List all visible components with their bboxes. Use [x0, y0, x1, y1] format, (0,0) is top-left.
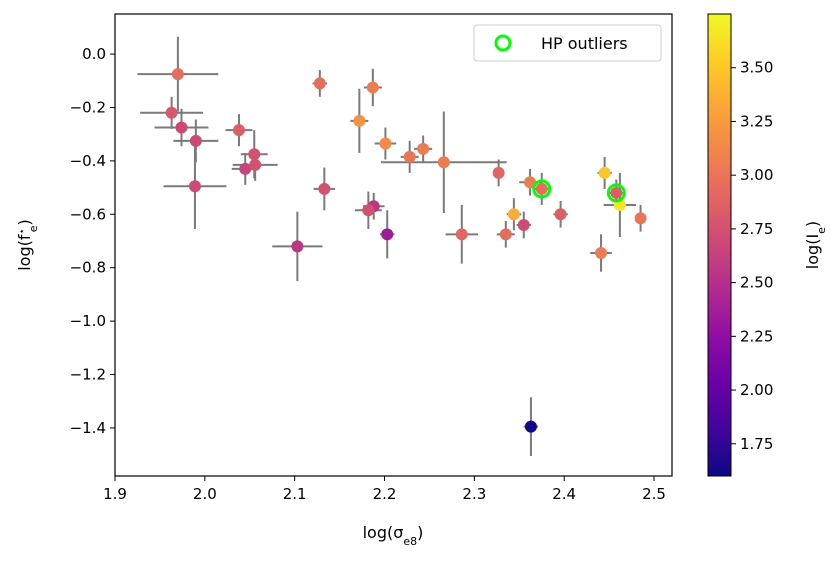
y-axis-label: log(f⋆e) [15, 219, 40, 271]
y-tick-label: −1.0 [70, 312, 106, 330]
data-point [417, 142, 430, 155]
colorbar-tick-label: 1.75 [740, 435, 773, 453]
data-point [554, 208, 567, 221]
data-point [291, 240, 304, 253]
x-axis: 1.9 2.0 2.1 2.2 2.3 2.4 2.5 [103, 476, 666, 503]
x-tick-label: 2.4 [552, 485, 576, 503]
data-point [507, 208, 520, 221]
plot-frame [114, 13, 673, 477]
data-point [171, 68, 184, 81]
data-point [455, 228, 468, 241]
data-point [517, 218, 530, 231]
colorbar-tick-label: 3.00 [740, 166, 773, 184]
colorbar-gradient [707, 13, 732, 477]
x-tick-label: 1.9 [103, 485, 127, 503]
data-point [175, 121, 188, 134]
colorbar-tick-label: 2.00 [740, 381, 773, 399]
data-point [610, 186, 623, 199]
errorbar-layer [137, 36, 646, 456]
data-point [381, 228, 394, 241]
y-axis: 0.0 −0.2 −0.4 −0.6 −0.8 −1.0 −1.2 −1.4 [70, 45, 115, 437]
data-point [188, 180, 201, 193]
data-point [499, 228, 512, 241]
colorbar: 1.75 2.00 2.25 2.50 2.75 3.00 3.25 3.50 log(Ie) [707, 13, 828, 477]
colorbar-tick-label: 3.25 [740, 112, 773, 130]
x-tick-label: 2.1 [283, 485, 307, 503]
x-tick-label: 2.5 [642, 485, 666, 503]
y-tick-label: −0.8 [70, 259, 106, 277]
data-point [189, 134, 202, 147]
y-tick-label: −1.4 [70, 419, 106, 437]
legend-marker-icon [494, 34, 512, 52]
data-point [165, 106, 178, 119]
x-tick-label: 2.0 [193, 485, 217, 503]
x-tick-label: 2.3 [462, 485, 486, 503]
data-point [318, 182, 331, 195]
data-point [249, 158, 262, 171]
outlier-ring [606, 183, 626, 203]
x-tick-label: 2.2 [373, 485, 397, 503]
colorbar-ticks: 1.75 2.00 2.25 2.50 2.75 3.00 3.25 3.50 [731, 59, 773, 453]
colorbar-tick-label: 2.50 [740, 274, 773, 292]
data-point [492, 166, 505, 179]
data-point [366, 81, 379, 94]
data-point [239, 162, 252, 175]
data-point [379, 137, 392, 150]
legend-box [473, 24, 662, 62]
data-point [248, 148, 261, 161]
y-tick-label: 0.0 [82, 45, 106, 63]
data-point [313, 77, 326, 90]
x-axis-label: log(σe8) [363, 523, 424, 548]
colorbar-tick-label: 2.25 [740, 327, 773, 345]
data-point [353, 114, 366, 127]
y-tick-label: −0.4 [70, 152, 106, 170]
data-point [524, 420, 537, 433]
y-tick-label: −1.2 [70, 366, 106, 384]
legend: HP outliers [473, 24, 662, 62]
y-tick-label: −0.6 [70, 205, 106, 223]
data-point [595, 247, 608, 260]
colorbar-tick-label: 3.50 [740, 59, 773, 77]
data-point [362, 204, 375, 217]
data-point [437, 156, 450, 169]
data-point [403, 150, 416, 163]
legend-label: HP outliers [541, 34, 628, 53]
data-point [634, 212, 647, 225]
colorbar-label: log(Ie) [803, 221, 828, 269]
colorbar-tick-label: 2.75 [740, 220, 773, 238]
outlier-ring [532, 179, 552, 199]
data-point [232, 124, 245, 137]
data-point [598, 166, 611, 179]
y-tick-label: −0.2 [70, 98, 106, 116]
data-point [535, 182, 548, 195]
point-layer [165, 68, 647, 433]
